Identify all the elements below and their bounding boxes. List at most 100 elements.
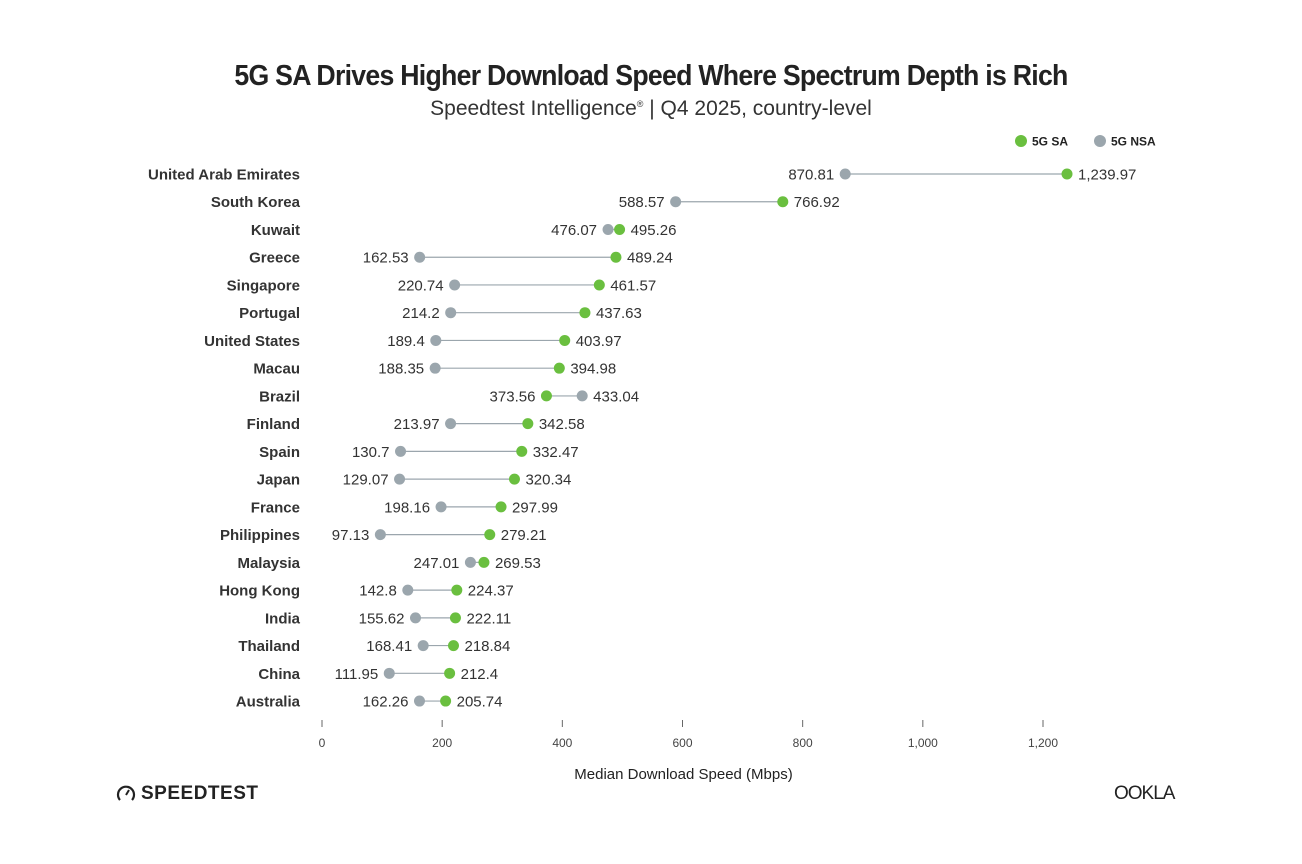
data-point-5g-nsa	[413, 695, 425, 707]
data-label-5g-nsa: 111.95	[335, 666, 379, 683]
speedtest-wordmark: SPEEDTEST	[141, 783, 259, 804]
data-point-5g-sa	[614, 223, 626, 235]
data-point-5g-nsa	[383, 667, 395, 679]
data-label-5g-sa: 437.63	[596, 305, 642, 322]
data-label-5g-nsa: 162.26	[363, 694, 409, 711]
data-label-5g-nsa: 155.62	[359, 610, 405, 627]
subtitle-main: Speedtest Intelligence	[430, 97, 637, 120]
legend-label-5g-nsa: 5G NSA	[1111, 135, 1156, 149]
x-tick-label: 400	[552, 736, 572, 750]
data-point-5g-nsa	[430, 334, 442, 346]
data-point-5g-nsa	[414, 251, 426, 263]
data-point-5g-sa	[593, 279, 605, 291]
data-point-5g-sa	[540, 390, 552, 402]
data-point-5g-sa	[484, 529, 496, 541]
category-label: United Arab Emirates	[148, 167, 300, 184]
category-label: United States	[204, 333, 300, 350]
data-point-5g-sa	[559, 334, 571, 346]
legend-marker-5g-sa	[1015, 135, 1027, 147]
data-point-5g-sa	[516, 445, 528, 457]
data-label-5g-sa: 279.21	[501, 527, 547, 544]
category-label: China	[258, 666, 300, 683]
data-point-5g-sa	[1061, 168, 1073, 180]
data-point-5g-nsa	[449, 279, 461, 291]
x-tick-label: 0	[319, 736, 326, 750]
data-label-5g-nsa: 433.04	[593, 388, 639, 405]
data-point-5g-nsa	[429, 362, 441, 374]
subtitle-rest: | Q4 2025, country-level	[643, 97, 872, 120]
gauge-icon	[116, 785, 136, 801]
data-point-5g-nsa	[394, 473, 406, 485]
data-label-5g-nsa: 588.57	[619, 194, 665, 211]
data-point-5g-nsa	[670, 196, 682, 208]
category-label: Portugal	[239, 305, 300, 322]
data-label-5g-nsa: 188.35	[378, 361, 424, 378]
category-label: Hong Kong	[219, 583, 300, 600]
x-tick-label: 600	[672, 736, 692, 750]
chart-title: 5G SA Drives Higher Download Speed Where…	[234, 60, 1068, 92]
data-label-5g-sa: 218.84	[464, 638, 510, 655]
data-label-5g-sa: 403.97	[576, 333, 622, 350]
data-point-5g-nsa	[374, 529, 386, 541]
category-label: Kuwait	[251, 222, 300, 239]
data-point-5g-sa	[553, 362, 565, 374]
category-label: Macau	[253, 361, 300, 378]
data-point-5g-nsa	[395, 445, 407, 457]
data-label-5g-nsa: 97.13	[332, 527, 370, 544]
category-label: France	[251, 499, 300, 516]
category-label: Singapore	[227, 277, 300, 294]
data-point-5g-sa	[440, 695, 452, 707]
category-label: Brazil	[259, 388, 300, 405]
x-tick-label: 200	[432, 736, 452, 750]
data-point-5g-nsa	[410, 612, 422, 624]
data-point-5g-sa	[444, 667, 456, 679]
data-label-5g-sa: 320.34	[525, 472, 571, 489]
data-label-5g-sa: 1,239.97	[1078, 167, 1136, 184]
data-label-5g-nsa: 198.16	[384, 499, 430, 516]
data-point-5g-nsa	[464, 556, 476, 568]
data-label-5g-sa: 495.26	[631, 222, 677, 239]
ookla-logo: OOKLA	[1114, 783, 1175, 804]
data-point-5g-sa	[478, 556, 490, 568]
data-label-5g-nsa: 168.41	[366, 638, 412, 655]
data-point-5g-sa	[777, 196, 789, 208]
category-label: Japan	[257, 472, 300, 489]
data-point-5g-sa	[522, 418, 534, 430]
data-label-5g-nsa: 220.74	[398, 277, 444, 294]
data-point-5g-sa	[451, 584, 463, 596]
data-label-5g-sa: 489.24	[627, 250, 673, 267]
data-label-5g-sa: 394.98	[570, 361, 616, 378]
data-label-5g-sa: 766.92	[794, 194, 840, 211]
category-label: Malaysia	[237, 555, 300, 572]
category-label: Australia	[236, 694, 301, 711]
speedtest-logo: SPEEDTEST	[116, 783, 258, 805]
data-label-5g-sa: 342.58	[539, 416, 585, 433]
category-label: South Korea	[211, 194, 301, 211]
data-label-5g-nsa: 142.8	[359, 583, 397, 600]
data-point-5g-sa	[447, 640, 459, 652]
data-label-5g-sa: 297.99	[512, 499, 558, 516]
data-label-5g-nsa: 214.2	[402, 305, 440, 322]
data-point-5g-nsa	[445, 307, 457, 319]
data-label-5g-sa: 373.56	[490, 388, 536, 405]
category-label: Philippines	[220, 527, 300, 544]
category-label: Spain	[259, 444, 300, 461]
registered-mark: ®	[636, 99, 644, 109]
data-label-5g-nsa: 213.97	[394, 416, 440, 433]
data-label-5g-nsa: 162.53	[363, 250, 409, 267]
x-tick-label: 1,200	[1028, 736, 1058, 750]
data-label-5g-sa: 269.53	[495, 555, 541, 572]
data-point-5g-nsa	[445, 418, 457, 430]
data-point-5g-sa	[579, 307, 591, 319]
legend-marker-5g-nsa	[1094, 135, 1106, 147]
data-point-5g-nsa	[417, 640, 429, 652]
category-label: Finland	[247, 416, 300, 433]
data-point-5g-nsa	[602, 223, 614, 235]
data-label-5g-sa: 332.47	[533, 444, 579, 461]
data-label-5g-sa: 461.57	[610, 277, 656, 294]
data-point-5g-sa	[610, 251, 622, 263]
category-label: Greece	[249, 250, 300, 267]
data-label-5g-nsa: 189.4	[387, 333, 425, 350]
data-point-5g-nsa	[839, 168, 851, 180]
data-label-5g-sa: 224.37	[468, 583, 514, 600]
